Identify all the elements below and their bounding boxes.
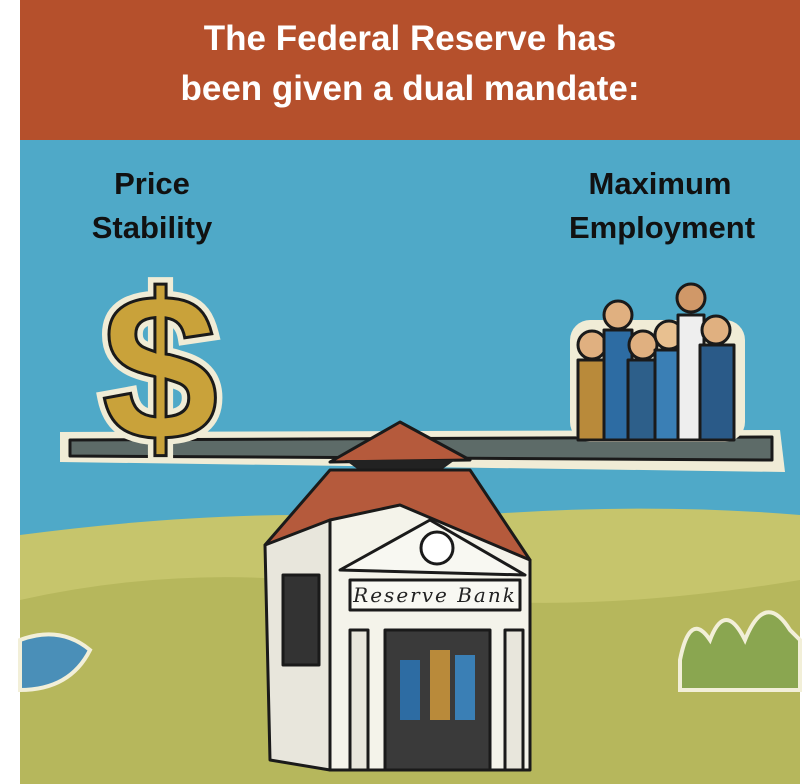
sign-board — [348, 578, 522, 612]
bank-sign: Reserve Bank — [352, 583, 517, 607]
person — [576, 358, 608, 442]
head — [576, 329, 608, 361]
left-label: Stability — [92, 210, 213, 245]
clock — [419, 530, 455, 566]
pillar — [503, 628, 525, 772]
head — [627, 329, 659, 361]
person — [400, 660, 420, 720]
title-line: The Federal Reserve has — [204, 19, 616, 58]
head — [675, 282, 707, 314]
trees — [678, 610, 802, 692]
pond — [18, 632, 93, 693]
dollar-sign: $ — [102, 250, 219, 485]
right-label: Maximum — [589, 166, 732, 201]
pillar — [348, 628, 370, 772]
person — [430, 650, 450, 720]
header-band — [20, 0, 800, 140]
side-window — [281, 573, 321, 667]
person — [698, 343, 736, 442]
head — [602, 299, 634, 331]
person — [455, 655, 475, 720]
dollar-sign-ink: $ — [102, 250, 219, 485]
crowd — [570, 282, 745, 442]
left-label: Price — [114, 166, 190, 201]
head — [700, 314, 732, 346]
title-line: been given a dual mandate: — [181, 69, 640, 108]
right-label: Employment — [569, 210, 755, 245]
